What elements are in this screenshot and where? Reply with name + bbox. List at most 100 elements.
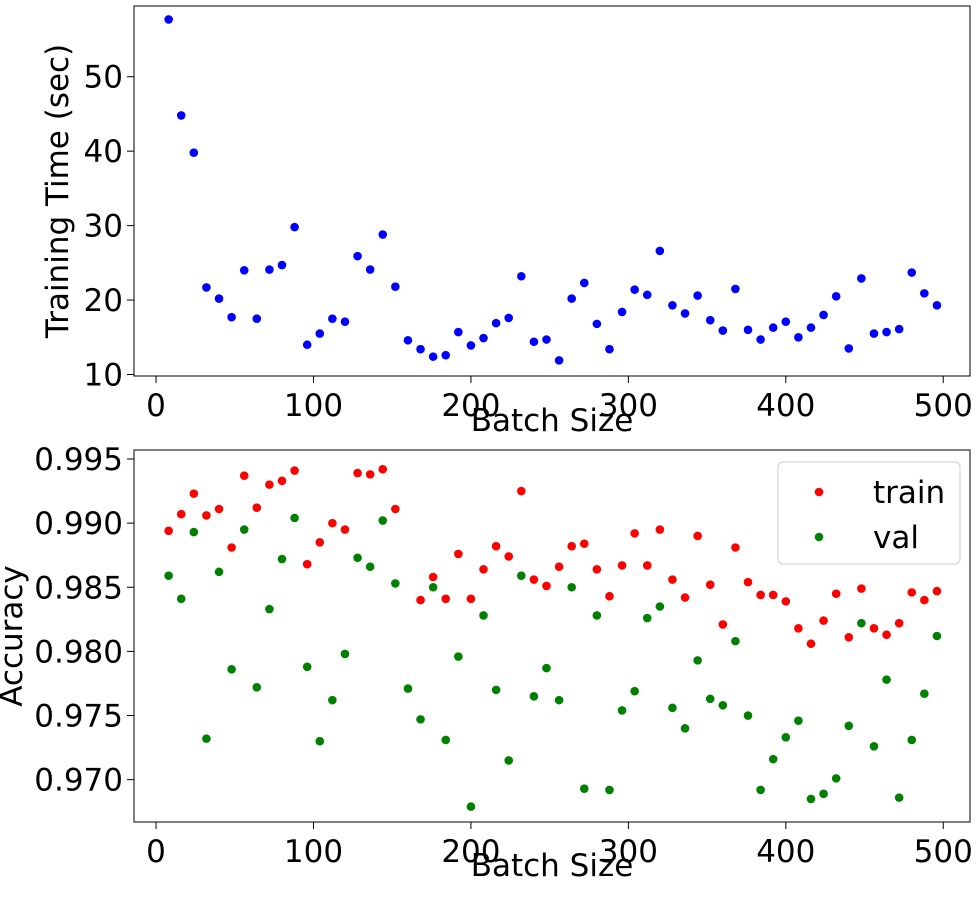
data-point — [882, 675, 891, 684]
data-point — [605, 785, 614, 795]
data-point — [806, 323, 816, 332]
data-point — [441, 350, 451, 360]
data-point — [592, 611, 602, 620]
data-point — [756, 590, 765, 600]
data-point — [265, 480, 274, 489]
data-point — [882, 630, 891, 640]
data-point — [340, 649, 350, 659]
data-point — [189, 148, 199, 157]
data-point — [907, 588, 917, 597]
data-point — [428, 582, 438, 592]
data-point — [516, 571, 526, 581]
data-point — [680, 309, 690, 318]
data-point — [290, 222, 299, 232]
data-point — [731, 284, 740, 294]
y-tick-label: 0.990 — [34, 506, 123, 542]
data-point — [642, 561, 652, 570]
data-point — [227, 543, 236, 552]
data-point — [844, 632, 854, 642]
data-point — [907, 735, 917, 745]
data-point — [579, 539, 589, 548]
series-val — [164, 513, 942, 811]
data-point — [466, 594, 476, 604]
data-point — [189, 489, 199, 498]
data-point — [302, 662, 312, 672]
data-point — [844, 721, 854, 731]
x-tick-label: 300 — [599, 388, 658, 424]
data-point — [894, 793, 904, 802]
data-point — [516, 271, 526, 281]
data-point — [290, 466, 299, 475]
data-point — [617, 561, 627, 570]
data-point — [705, 315, 715, 325]
data-point — [668, 575, 677, 584]
data-point — [328, 695, 337, 705]
data-point — [794, 716, 803, 725]
series-train — [164, 464, 942, 648]
data-point — [302, 559, 312, 569]
data-point — [416, 344, 425, 354]
data-point — [768, 754, 778, 764]
data-point — [705, 694, 715, 704]
data-point — [529, 691, 539, 701]
data-point — [554, 695, 564, 705]
legend-marker — [814, 487, 824, 497]
data-point — [932, 586, 942, 596]
data-point — [479, 611, 488, 620]
data-point — [202, 734, 211, 743]
x-tick-label: 100 — [284, 388, 343, 424]
data-point — [491, 685, 501, 695]
data-point — [554, 356, 564, 365]
x-tick-label: 500 — [914, 388, 973, 424]
data-point — [567, 582, 576, 592]
data-point — [391, 504, 400, 514]
data-point — [353, 468, 362, 478]
data-point — [920, 689, 929, 699]
data-point — [529, 337, 539, 347]
data-point — [164, 526, 173, 536]
data-point — [164, 15, 173, 24]
data-point — [680, 593, 690, 602]
data-point — [454, 652, 463, 661]
data-point — [605, 591, 614, 601]
data-point — [630, 285, 639, 294]
data-point — [920, 595, 929, 605]
data-point — [378, 464, 388, 474]
data-point — [277, 554, 287, 564]
data-point — [693, 656, 702, 665]
data-point — [668, 300, 677, 310]
y-tick-label: 0.985 — [34, 570, 123, 606]
data-point — [894, 324, 904, 334]
data-point — [466, 802, 476, 811]
x-tick-label: 400 — [756, 388, 815, 424]
data-point — [718, 700, 728, 710]
data-point — [831, 292, 841, 301]
data-point — [869, 329, 879, 338]
data-point — [252, 683, 262, 692]
data-point — [239, 525, 249, 534]
data-point — [693, 531, 702, 541]
data-point — [176, 509, 186, 519]
data-point — [542, 335, 551, 344]
data-point — [328, 518, 337, 528]
series-1 — [164, 15, 942, 365]
data-point — [869, 624, 879, 633]
x-tick-label: 0 — [146, 388, 166, 424]
data-point — [731, 636, 740, 646]
data-point — [819, 310, 828, 320]
data-point — [265, 604, 274, 614]
data-point — [504, 313, 514, 323]
y-tick-label: 0.980 — [34, 634, 123, 670]
data-point — [479, 564, 488, 574]
data-point — [743, 577, 753, 587]
data-point — [227, 665, 236, 674]
data-point — [164, 571, 173, 581]
data-point — [617, 307, 627, 317]
data-point — [794, 624, 803, 633]
data-point — [403, 684, 413, 693]
data-point — [277, 476, 287, 486]
data-point — [479, 333, 488, 343]
x-tick-label: 100 — [284, 834, 343, 870]
data-point — [642, 613, 652, 623]
